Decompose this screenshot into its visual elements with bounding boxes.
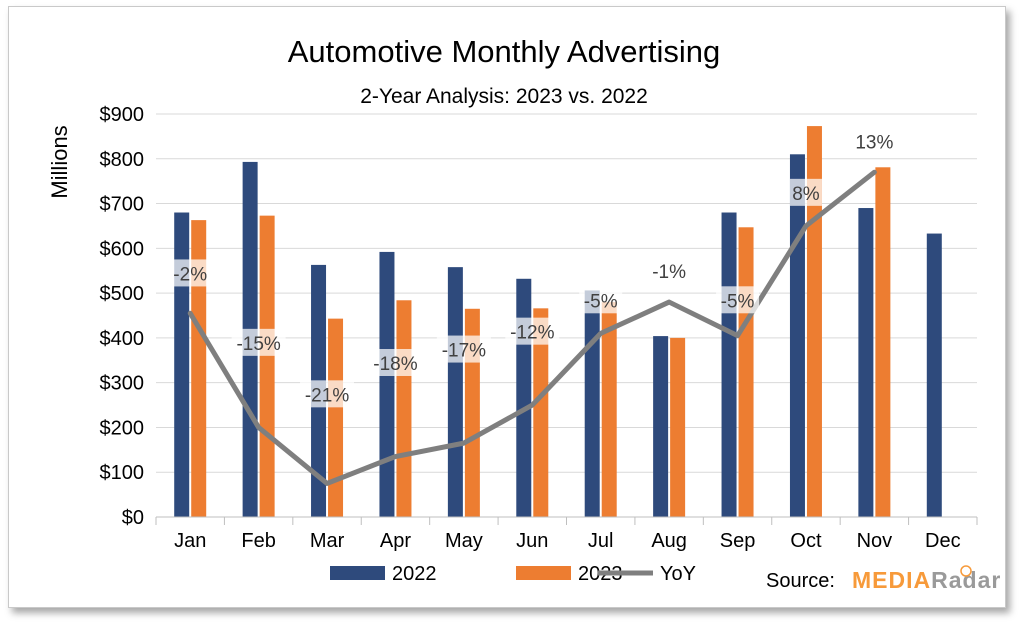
- yoy-label-jan: -2%: [173, 264, 207, 285]
- yoy-label-bg: [505, 317, 560, 345]
- legend-swatch-2022: [330, 566, 385, 580]
- mediaradar-logo: MEDIARadar: [852, 567, 1001, 593]
- x-tick-label: Sep: [720, 530, 756, 552]
- bar-2023-mar: [328, 318, 344, 517]
- bar-2023-apr: [396, 300, 412, 517]
- yoy-label-bg: [852, 127, 896, 155]
- source-label: Source:: [766, 570, 835, 592]
- bar-2023-nov: [875, 167, 891, 517]
- x-tick-label: Jul: [588, 530, 614, 552]
- bar-2023-feb: [259, 215, 275, 517]
- legend: 20222023YoY: [330, 563, 696, 585]
- bar-2023-sep: [738, 227, 754, 517]
- yoy-label-may: -17%: [442, 341, 486, 362]
- y-tick-label: $600: [100, 238, 145, 260]
- bar-2022-aug: [653, 336, 669, 517]
- yoy-label-bg: [436, 335, 491, 363]
- bar-2023-jun: [533, 308, 549, 517]
- x-tick-label: Mar: [310, 530, 345, 552]
- yoy-line: [187, 169, 877, 486]
- legend-label-yoy: YoY: [660, 563, 696, 585]
- radar-icon: [960, 565, 972, 577]
- bar-2022-may: [447, 267, 463, 517]
- y-tick-label: $700: [100, 194, 145, 216]
- source-credit: Source: MEDIARadar: [766, 565, 1001, 593]
- bar-2023-jan: [191, 220, 207, 517]
- bar-2023-jul: [601, 302, 617, 517]
- legend-swatch-2023: [516, 566, 571, 580]
- y-tick-label: $0: [122, 507, 144, 529]
- yoy-label-feb: -15%: [236, 334, 280, 355]
- yoy-label-jul: -5%: [584, 291, 618, 312]
- x-tick-label: May: [445, 530, 483, 552]
- yoy-label-sep: -5%: [721, 291, 755, 312]
- chart-frame: Automotive Monthly Advertising 2-Year An…: [8, 6, 1006, 608]
- bar-2022-apr: [379, 251, 395, 517]
- y-tick-label: $900: [100, 104, 145, 126]
- bar-2022-jul: [584, 290, 600, 517]
- y-axis-label: Millions: [47, 125, 72, 198]
- x-tick-label: Apr: [380, 530, 411, 552]
- yoy-label-bg: [168, 259, 212, 287]
- x-tick-label: Oct: [790, 530, 822, 552]
- y-tick-label: $200: [100, 417, 145, 439]
- yoy-label-bg: [368, 348, 423, 376]
- bar-2022-dec: [926, 233, 942, 517]
- bar-2022-oct: [789, 154, 805, 518]
- x-tick-label: Dec: [925, 530, 961, 552]
- y-tick-label: $500: [100, 283, 145, 305]
- x-tick-label: Feb: [241, 530, 275, 552]
- x-tick-label: Aug: [651, 530, 687, 552]
- bar-2022-jan: [174, 212, 190, 517]
- yoy-label-bg: [647, 257, 691, 285]
- bar-2022-jun: [516, 278, 532, 517]
- y-tick-label: $800: [100, 149, 145, 171]
- y-tick-label: $300: [100, 373, 145, 395]
- yoy-label-jun: -12%: [510, 323, 554, 344]
- yoy-label-aug: -1%: [652, 262, 686, 283]
- bar-2022-nov: [858, 208, 874, 518]
- yoy-label-bg: [579, 286, 623, 314]
- y-tick-label: $100: [100, 462, 145, 484]
- chart-subtitle: 2-Year Analysis: 2023 vs. 2022: [360, 85, 648, 108]
- yoy-label-oct: 8%: [792, 184, 820, 205]
- yoy-label-bg: [789, 178, 822, 206]
- yoy-label-nov: 13%: [855, 132, 893, 153]
- chart-title: Automotive Monthly Advertising: [288, 34, 721, 69]
- x-tick-label: Jan: [174, 530, 206, 552]
- brand-part-1: MEDIA: [852, 567, 931, 593]
- yoy-label-bg: [716, 286, 760, 314]
- yoy-label-apr: -18%: [373, 354, 417, 375]
- brand-part-2: Radar: [931, 567, 1001, 593]
- yoy-label-bg: [300, 380, 355, 408]
- legend-label-2022: 2022: [392, 563, 437, 585]
- yoy-label-mar: -21%: [305, 385, 349, 406]
- chart-canvas: Automotive Monthly Advertising 2-Year An…: [47, 34, 1001, 593]
- bar-2022-sep: [721, 212, 737, 517]
- x-tick-label: Nov: [857, 530, 893, 552]
- x-tick-label: Jun: [516, 530, 548, 552]
- yoy-label-bg: [231, 328, 286, 356]
- bar-2023-aug: [670, 337, 686, 517]
- y-tick-label: $400: [100, 328, 145, 350]
